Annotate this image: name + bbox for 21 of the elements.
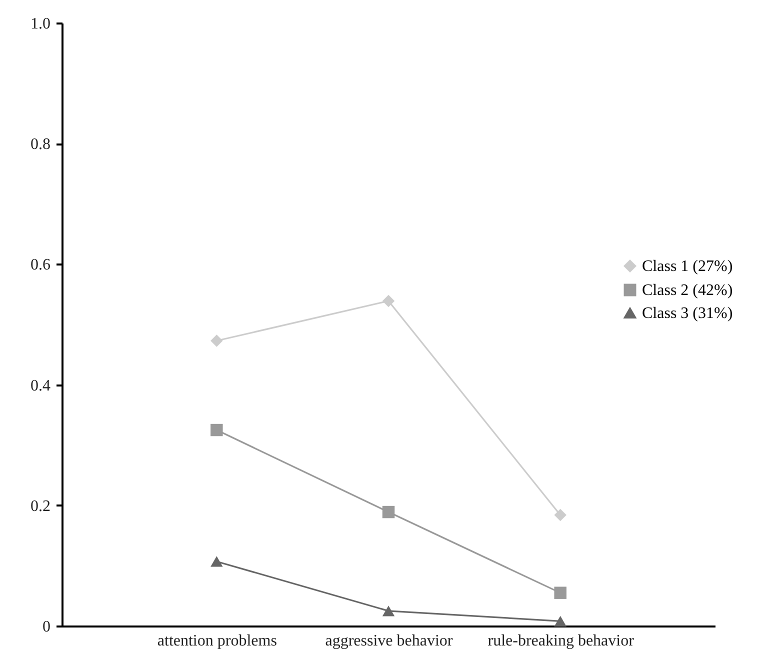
y-tick-label: 1.0 [30,16,50,32]
x-tick-label: attention problems [157,632,277,650]
y-tick-label: 0.4 [30,377,50,394]
point [210,334,223,347]
y-tick-label: 0 [42,618,50,636]
point [382,606,395,616]
y-tick-label: 0.6 [30,256,50,274]
point [210,556,223,567]
y-tick-label: 0.2 [30,498,50,515]
point [554,586,566,599]
point [554,508,566,522]
legend-label: Class 1 (27%) [642,258,733,275]
y-tick-label: 0.8 [30,136,50,154]
point [554,616,566,626]
legend-label: Class 3 (31%) [642,305,733,322]
legend-label: Class 2 (42%) [642,282,733,299]
x-tick-label: aggressive behavior [325,632,454,650]
x-tick-label: rule-breaking behavior [488,632,635,650]
point [382,506,395,518]
point [382,294,395,308]
point [210,424,223,436]
